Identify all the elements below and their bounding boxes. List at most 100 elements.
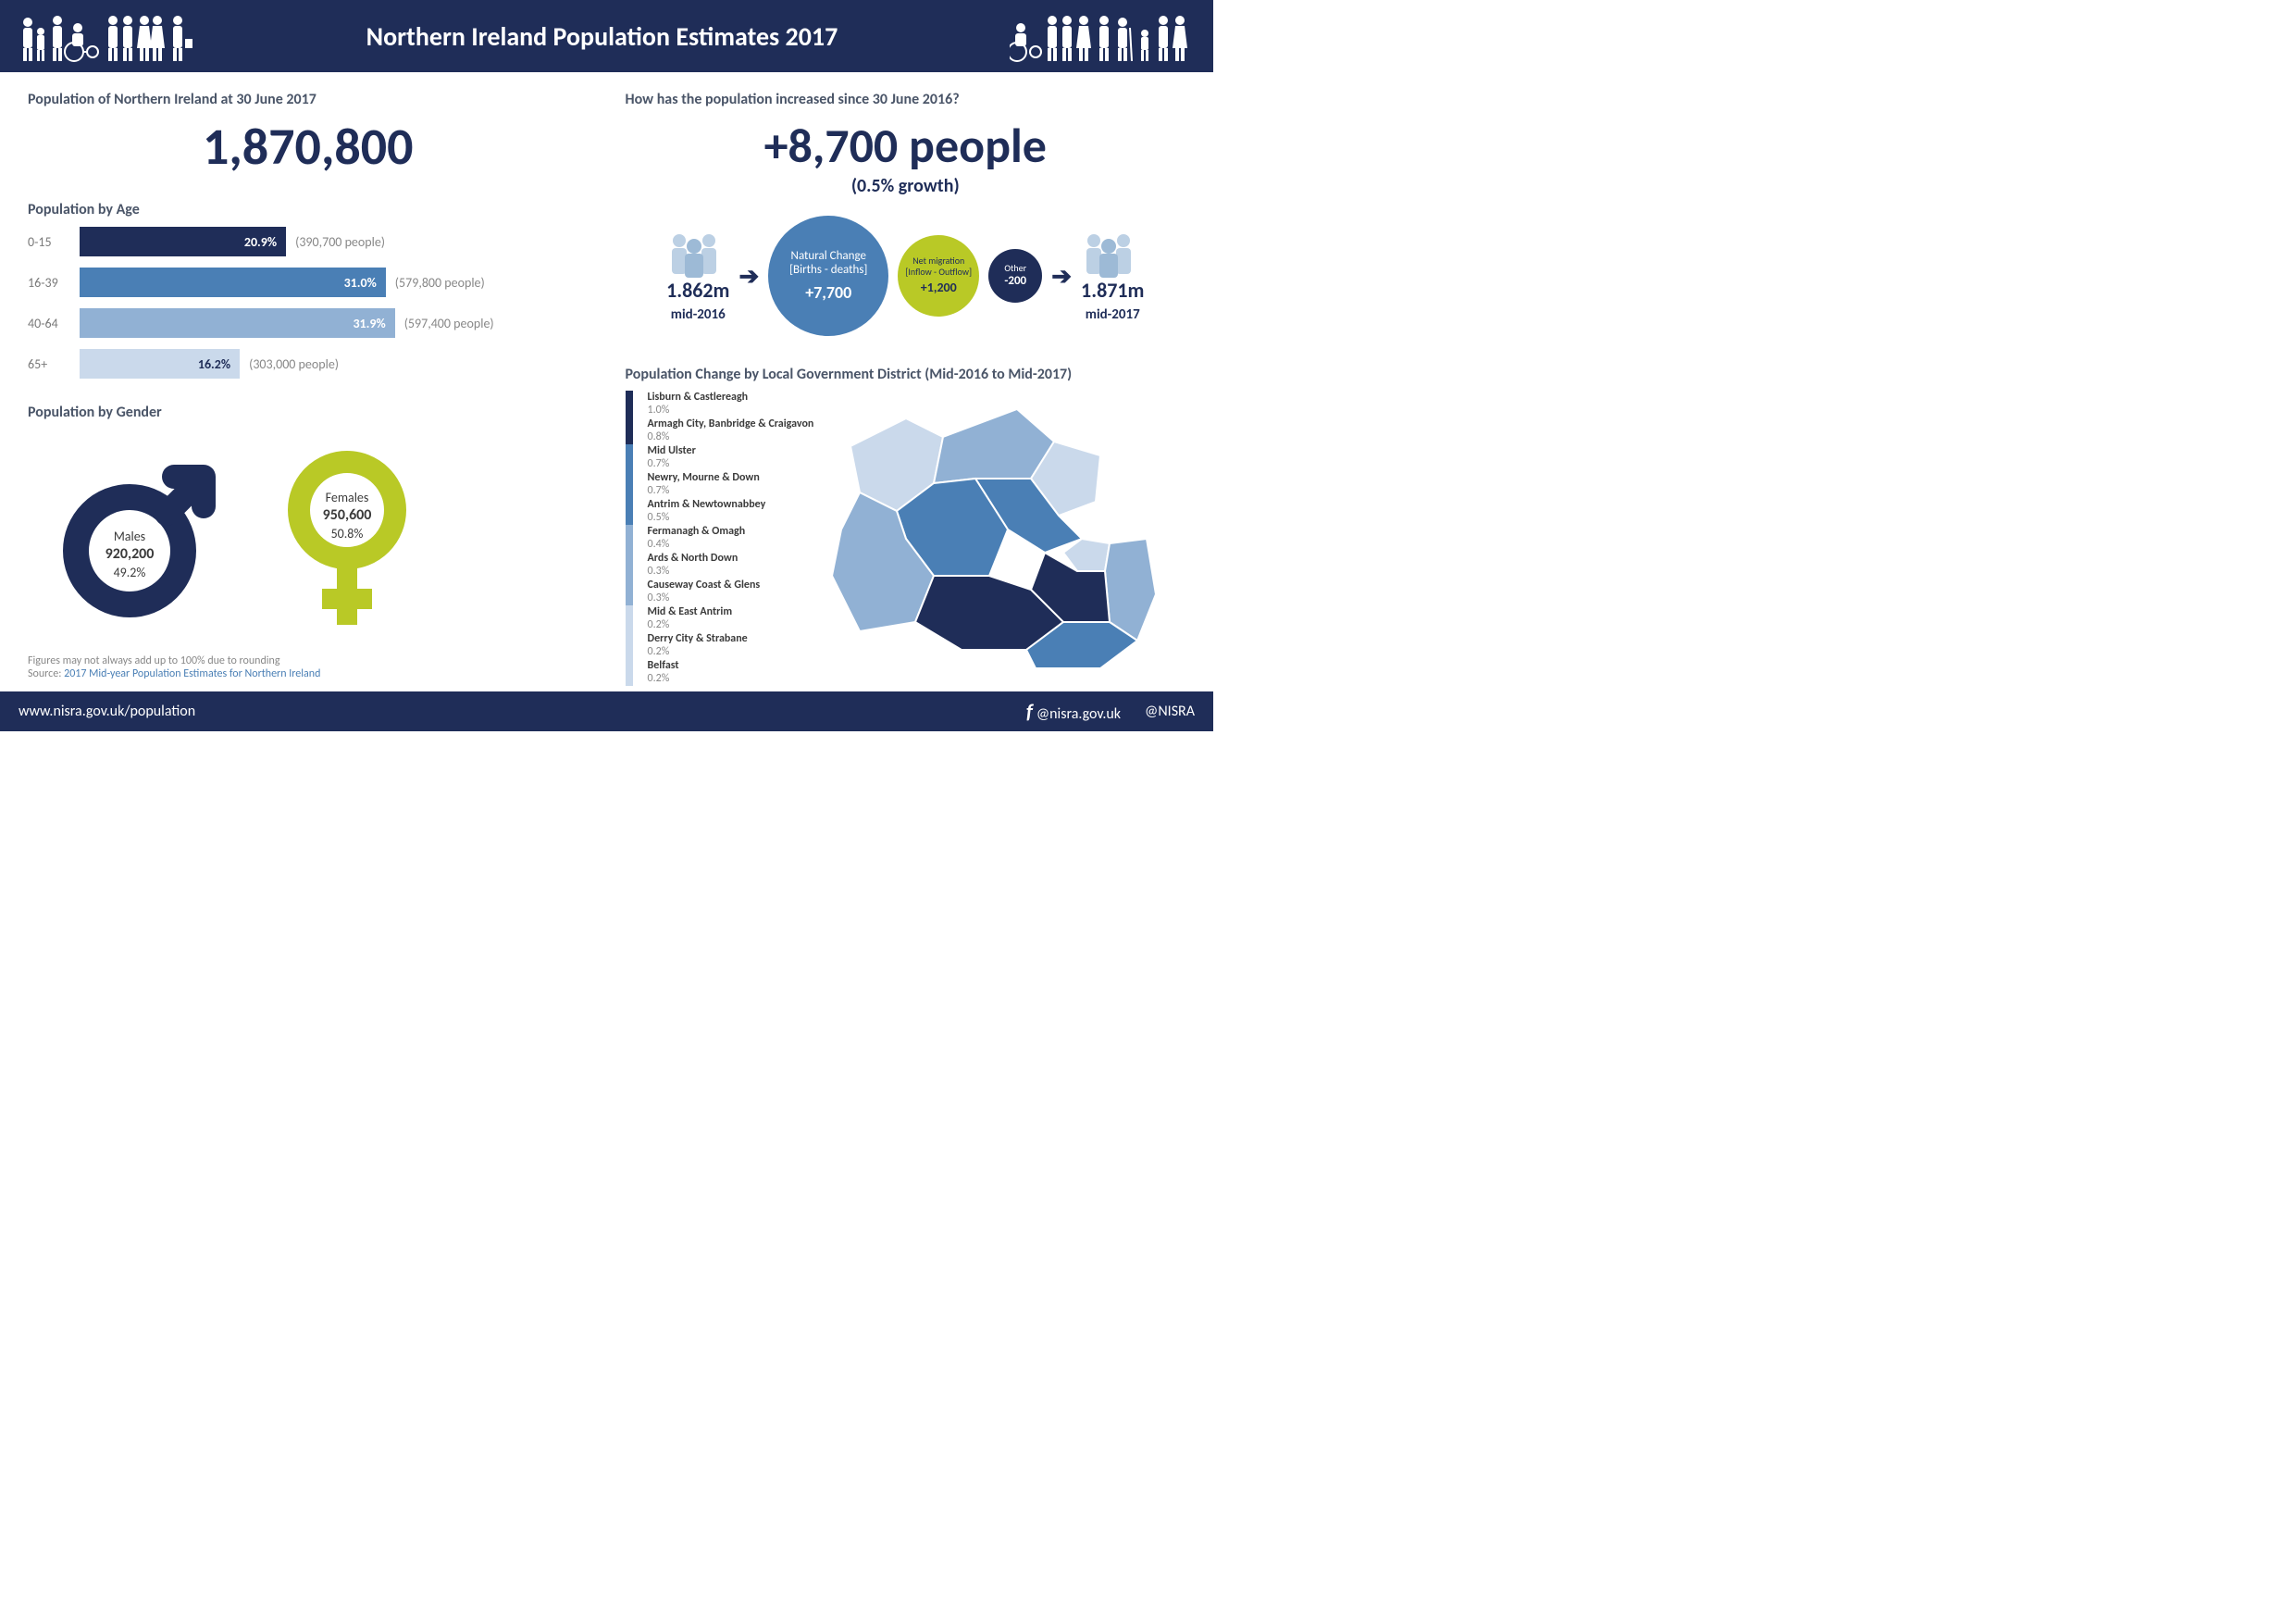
age-bar-label: 40-64	[28, 316, 80, 331]
lgd-pct: 0.5%	[648, 511, 814, 524]
age-bar-row: 0-1520.9% (390,700 people)	[28, 226, 589, 257]
male-symbol: Males 920,200 49.2%	[56, 440, 231, 643]
lgd-bar-segment	[626, 498, 633, 525]
lgd-pct: 0.2%	[648, 618, 814, 631]
silhouettes-left	[19, 9, 194, 63]
migration-value: +1,200	[921, 280, 957, 296]
footer-fb-handle: @nisra.gov.uk	[1036, 705, 1121, 723]
lgd-pct: 0.3%	[648, 565, 814, 578]
lgd-pct: 0.2%	[648, 645, 814, 658]
ni-map	[823, 391, 1165, 678]
people-icon	[1081, 230, 1144, 278]
age-bar-count: (579,800 people)	[395, 275, 485, 291]
natural-change-circle: Natural Change [Births - deaths] +7,700	[768, 216, 888, 336]
lgd-bar-segment	[626, 471, 633, 498]
lgd-title: Population Change by Local Government Di…	[626, 366, 1186, 383]
population-flow: 1.862m mid-2016 ➔ Natural Change [Births…	[626, 216, 1186, 336]
people-icon	[666, 230, 729, 278]
lgd-item: Newry, Mourne & Down0.7%	[648, 471, 814, 498]
age-title: Population by Age	[28, 201, 589, 218]
lgd-item: Belfast0.2%	[648, 659, 814, 686]
age-bar-count: (390,700 people)	[295, 234, 385, 250]
increase-growth: (0.5% growth)	[626, 175, 1186, 197]
facebook-icon: f	[1026, 699, 1033, 724]
age-bar-row: 16-3931.0%(579,800 people)	[28, 267, 589, 298]
lgd-name: Armagh City, Banbridge & Craigavon	[648, 417, 814, 430]
arrow-icon: ➔	[1051, 261, 1072, 291]
lgd-bar-segment	[626, 552, 633, 579]
increase-title: How has the population increased since 3…	[626, 91, 1186, 108]
lgd-item: Fermanagh & Omagh0.4%	[648, 525, 814, 552]
lgd-name: Causeway Coast & Glens	[648, 579, 814, 592]
lgd-pct: 0.8%	[648, 430, 814, 443]
increase-value: +8,700 people	[626, 116, 1186, 175]
lgd-name: Antrim & Newtownabbey	[648, 498, 814, 511]
silhouettes-right	[1010, 9, 1195, 63]
lgd-pct: 0.7%	[648, 457, 814, 470]
flow-start-value: 1.862m	[666, 278, 729, 303]
arrow-icon: ➔	[738, 261, 759, 291]
lgd-item: Ards & North Down0.3%	[648, 552, 814, 579]
male-pct: 49.2%	[100, 565, 159, 581]
footer: www.nisra.gov.uk/population f@nisra.gov.…	[0, 691, 1213, 731]
lgd-bar-segment	[626, 579, 633, 605]
lgd-item: Causeway Coast & Glens0.3%	[648, 579, 814, 605]
lgd-color-bar	[626, 391, 633, 686]
footnote: Figures may not always add up to 100% du…	[28, 654, 589, 680]
lgd-name: Fermanagh & Omagh	[648, 525, 814, 538]
age-bar: 20.9%	[80, 227, 286, 256]
lgd-item: Mid & East Antrim0.2%	[648, 605, 814, 632]
lgd-pct: 1.0%	[648, 404, 814, 417]
age-bar-count: (303,000 people)	[249, 356, 339, 372]
lgd-name: Ards & North Down	[648, 552, 814, 565]
female-label: Females	[317, 490, 377, 506]
migration-circle: Net migration [Inflow - Outflow] +1,200	[898, 235, 979, 317]
age-bar-label: 65+	[28, 356, 80, 372]
main: Population of Northern Ireland at 30 Jun…	[0, 72, 1213, 691]
age-bar-count: (597,400 people)	[404, 316, 494, 331]
total-population: 1,870,800	[28, 116, 589, 179]
lgd-section: Lisburn & Castlereagh1.0%Armagh City, Ba…	[626, 391, 1186, 686]
lgd-item: Derry City & Strabane0.2%	[648, 632, 814, 659]
left-column: Population of Northern Ireland at 30 Jun…	[28, 91, 589, 686]
age-bar-row: 65+16.2%(303,000 people)	[28, 348, 589, 380]
page-title: Northern Ireland Population Estimates 20…	[366, 20, 838, 53]
flow-end-value: 1.871m	[1081, 278, 1144, 303]
age-bar-chart: 0-1520.9% (390,700 people) 16-3931.0%(579,…	[28, 226, 589, 380]
female-symbol: Females 950,600 50.8%	[268, 440, 444, 643]
lgd-item: Armagh City, Banbridge & Craigavon0.8%	[648, 417, 814, 444]
header: Northern Ireland Population Estimates 20…	[0, 0, 1213, 72]
gender-row: Males 920,200 49.2% Females 950,600 50.8…	[28, 440, 589, 643]
lgd-item: Lisburn & Castlereagh1.0%	[648, 391, 814, 417]
footnote-source-link[interactable]: 2017 Mid-year Population Estimates for N…	[64, 667, 320, 680]
lgd-item: Mid Ulster0.7%	[648, 444, 814, 471]
age-bar-row: 40-6431.9% (597,400 people)	[28, 307, 589, 339]
female-value: 950,600	[317, 506, 377, 526]
age-bar: 31.9%	[80, 308, 395, 338]
right-column: How has the population increased since 3…	[626, 91, 1186, 686]
lgd-pct: 0.3%	[648, 592, 814, 604]
footer-facebook[interactable]: f@nisra.gov.uk	[1026, 699, 1121, 724]
total-title: Population of Northern Ireland at 30 Jun…	[28, 91, 589, 108]
lgd-bar-segment	[626, 659, 633, 686]
lgd-item: Antrim & Newtownabbey0.5%	[648, 498, 814, 525]
lgd-bar-segment	[626, 417, 633, 444]
lgd-name: Mid Ulster	[648, 444, 814, 457]
footer-url[interactable]: www.nisra.gov.uk/population	[19, 703, 195, 720]
flow-end-label: mid-2017	[1081, 306, 1144, 323]
lgd-pct: 0.4%	[648, 538, 814, 551]
other-value: -200	[1004, 274, 1026, 289]
lgd-bar-segment	[626, 525, 633, 552]
lgd-names: Lisburn & Castlereagh1.0%Armagh City, Ba…	[648, 391, 814, 686]
flow-end: 1.871m mid-2017	[1081, 230, 1144, 323]
lgd-name: Lisburn & Castlereagh	[648, 391, 814, 404]
lgd-bar-segment	[626, 632, 633, 659]
footer-twitter[interactable]: @NISRA	[1145, 703, 1195, 720]
flow-start: 1.862m mid-2016	[666, 230, 729, 323]
male-label: Males	[100, 529, 159, 545]
footnote-rounding: Figures may not always add up to 100% du…	[28, 654, 589, 667]
male-value: 920,200	[100, 545, 159, 565]
female-pct: 50.8%	[317, 526, 377, 542]
age-bar-label: 0-15	[28, 234, 80, 250]
lgd-list: Lisburn & Castlereagh1.0%Armagh City, Ba…	[626, 391, 814, 686]
